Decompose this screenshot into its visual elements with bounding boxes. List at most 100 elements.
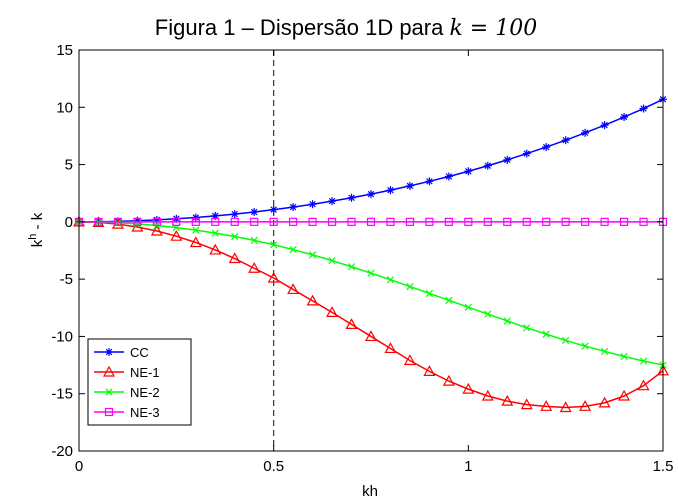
series-point-ne-1: [403, 354, 416, 366]
series-point-ne-3: [327, 217, 337, 226]
legend-marker-ne-2: [105, 388, 113, 396]
series-point-ne-1: [209, 243, 222, 255]
series-point-ne-3: [405, 217, 415, 226]
y-tick-label: 10: [56, 99, 73, 116]
series-point-ne-2: [542, 330, 550, 338]
series-point-cc: [503, 155, 512, 164]
legend: CC NE-1 NE-2 NE-3: [87, 338, 192, 426]
series-point-cc: [269, 205, 278, 214]
series-point-ne-3: [639, 217, 648, 226]
series-point-cc: [483, 161, 492, 170]
y-tick-label: -5: [60, 271, 73, 288]
axes-box: [78, 49, 664, 452]
series-point-ne-2: [308, 251, 317, 259]
series-point-ne-1: [618, 389, 631, 401]
series-point-ne-3: [94, 217, 103, 226]
series-point-ne-3: [444, 217, 453, 226]
series-point-ne-2: [386, 276, 395, 284]
x-axis-label: kh: [362, 483, 378, 500]
series-point-cc: [561, 136, 570, 145]
y-tick-label: -20: [51, 443, 73, 460]
legend-marker-ne-3: [104, 407, 114, 417]
series-point-ne-1: [150, 224, 163, 236]
series-point-ne-1: [559, 401, 572, 413]
series-point-ne-1: [267, 271, 280, 283]
series-point-cc: [250, 208, 259, 217]
series-point-cc: [620, 113, 629, 122]
y-tick-label: 15: [56, 42, 73, 59]
series-point-cc: [347, 193, 356, 202]
y-tick-label: 5: [65, 157, 73, 174]
series-point-ne-3: [581, 217, 590, 226]
series-point-ne-3: [230, 217, 239, 226]
series-point-ne-1: [481, 389, 494, 401]
series-line-ne-1: [78, 221, 664, 409]
series-point-ne-3: [425, 217, 434, 226]
series-point-ne-1: [423, 365, 436, 376]
series-point-ne-1: [345, 318, 358, 329]
legend-label-ne-2: NE-2: [130, 385, 160, 400]
series-point-ne-2: [620, 352, 628, 361]
series-point-ne-3: [619, 217, 629, 226]
series-point-ne-3: [308, 217, 317, 226]
series-point-ne-2: [639, 357, 648, 365]
series-line-cc: [78, 98, 664, 223]
series-point-ne-3: [289, 217, 298, 226]
series-point-cc: [522, 149, 531, 158]
series-point-ne-2: [503, 317, 511, 325]
series-point-ne-2: [600, 347, 609, 355]
legend-label-ne-1: NE-1: [130, 365, 160, 380]
plot-area: 0 0.5 1 1.5 -20 -15 -10 -5 0 5 10 15: [51, 42, 673, 475]
series-point-ne-1: [364, 330, 378, 342]
series-point-ne-2: [581, 342, 589, 350]
series-point-cc: [328, 197, 337, 206]
y-tick-label: -15: [51, 386, 73, 403]
series-point-ne-1: [248, 262, 261, 273]
legend-label-ne-3: NE-3: [130, 405, 160, 420]
chart-title-text: Figura 1 – Dispersão 1D para: [155, 15, 444, 40]
series-point-ne-1: [540, 400, 553, 411]
series-point-ne-2: [347, 263, 356, 271]
y-tick-label: 0: [65, 214, 73, 231]
series-point-ne-3: [269, 217, 278, 226]
series-point-cc: [191, 213, 200, 222]
series-point-ne-1: [501, 394, 514, 406]
series-point-cc: [367, 190, 375, 199]
x-tick-label: 1.5: [653, 458, 674, 475]
series-point-ne-3: [542, 217, 551, 226]
series-point-ne-2: [445, 296, 453, 304]
series-point-ne-1: [287, 283, 300, 295]
y-axis-label-base: k: [29, 239, 46, 247]
series-point-ne-1: [189, 236, 202, 248]
series-point-ne-2: [406, 282, 414, 291]
x-tick-label: 0.5: [263, 458, 284, 475]
series-point-cc: [600, 121, 609, 130]
series-point-ne-1: [637, 379, 650, 391]
series-point-ne-2: [562, 336, 570, 345]
y-axis-label-rest: - k: [29, 212, 46, 233]
series-point-cc: [542, 143, 551, 152]
series-point-ne-2: [523, 324, 531, 332]
series-point-ne-1: [326, 306, 339, 317]
series-point-ne-2: [367, 269, 375, 277]
series-point-ne-1: [306, 294, 319, 306]
series-point-cc: [230, 210, 239, 219]
x-tick-label: 1: [464, 458, 472, 475]
series-point-ne-2: [328, 256, 336, 265]
series-point-ne-3: [386, 217, 395, 226]
series-point-ne-2: [289, 245, 297, 254]
series-point-ne-3: [561, 217, 570, 226]
series-point-ne-2: [231, 232, 239, 241]
series-point-ne-1: [170, 229, 183, 241]
series-point-ne-3: [483, 217, 492, 226]
series-point-cc: [425, 177, 434, 186]
series-point-ne-3: [211, 217, 220, 226]
series-point-ne-1: [579, 400, 592, 411]
series-point-ne-2: [270, 241, 278, 249]
series-point-ne-3: [503, 217, 512, 226]
chart-title: Figura 1 – Dispersão 1D para k = 100: [155, 15, 537, 41]
y-tick-label: -10: [51, 328, 73, 345]
series-point-ne-3: [366, 217, 376, 226]
series-point-cc: [464, 167, 473, 176]
y-axis-label: kh - k: [27, 212, 46, 247]
